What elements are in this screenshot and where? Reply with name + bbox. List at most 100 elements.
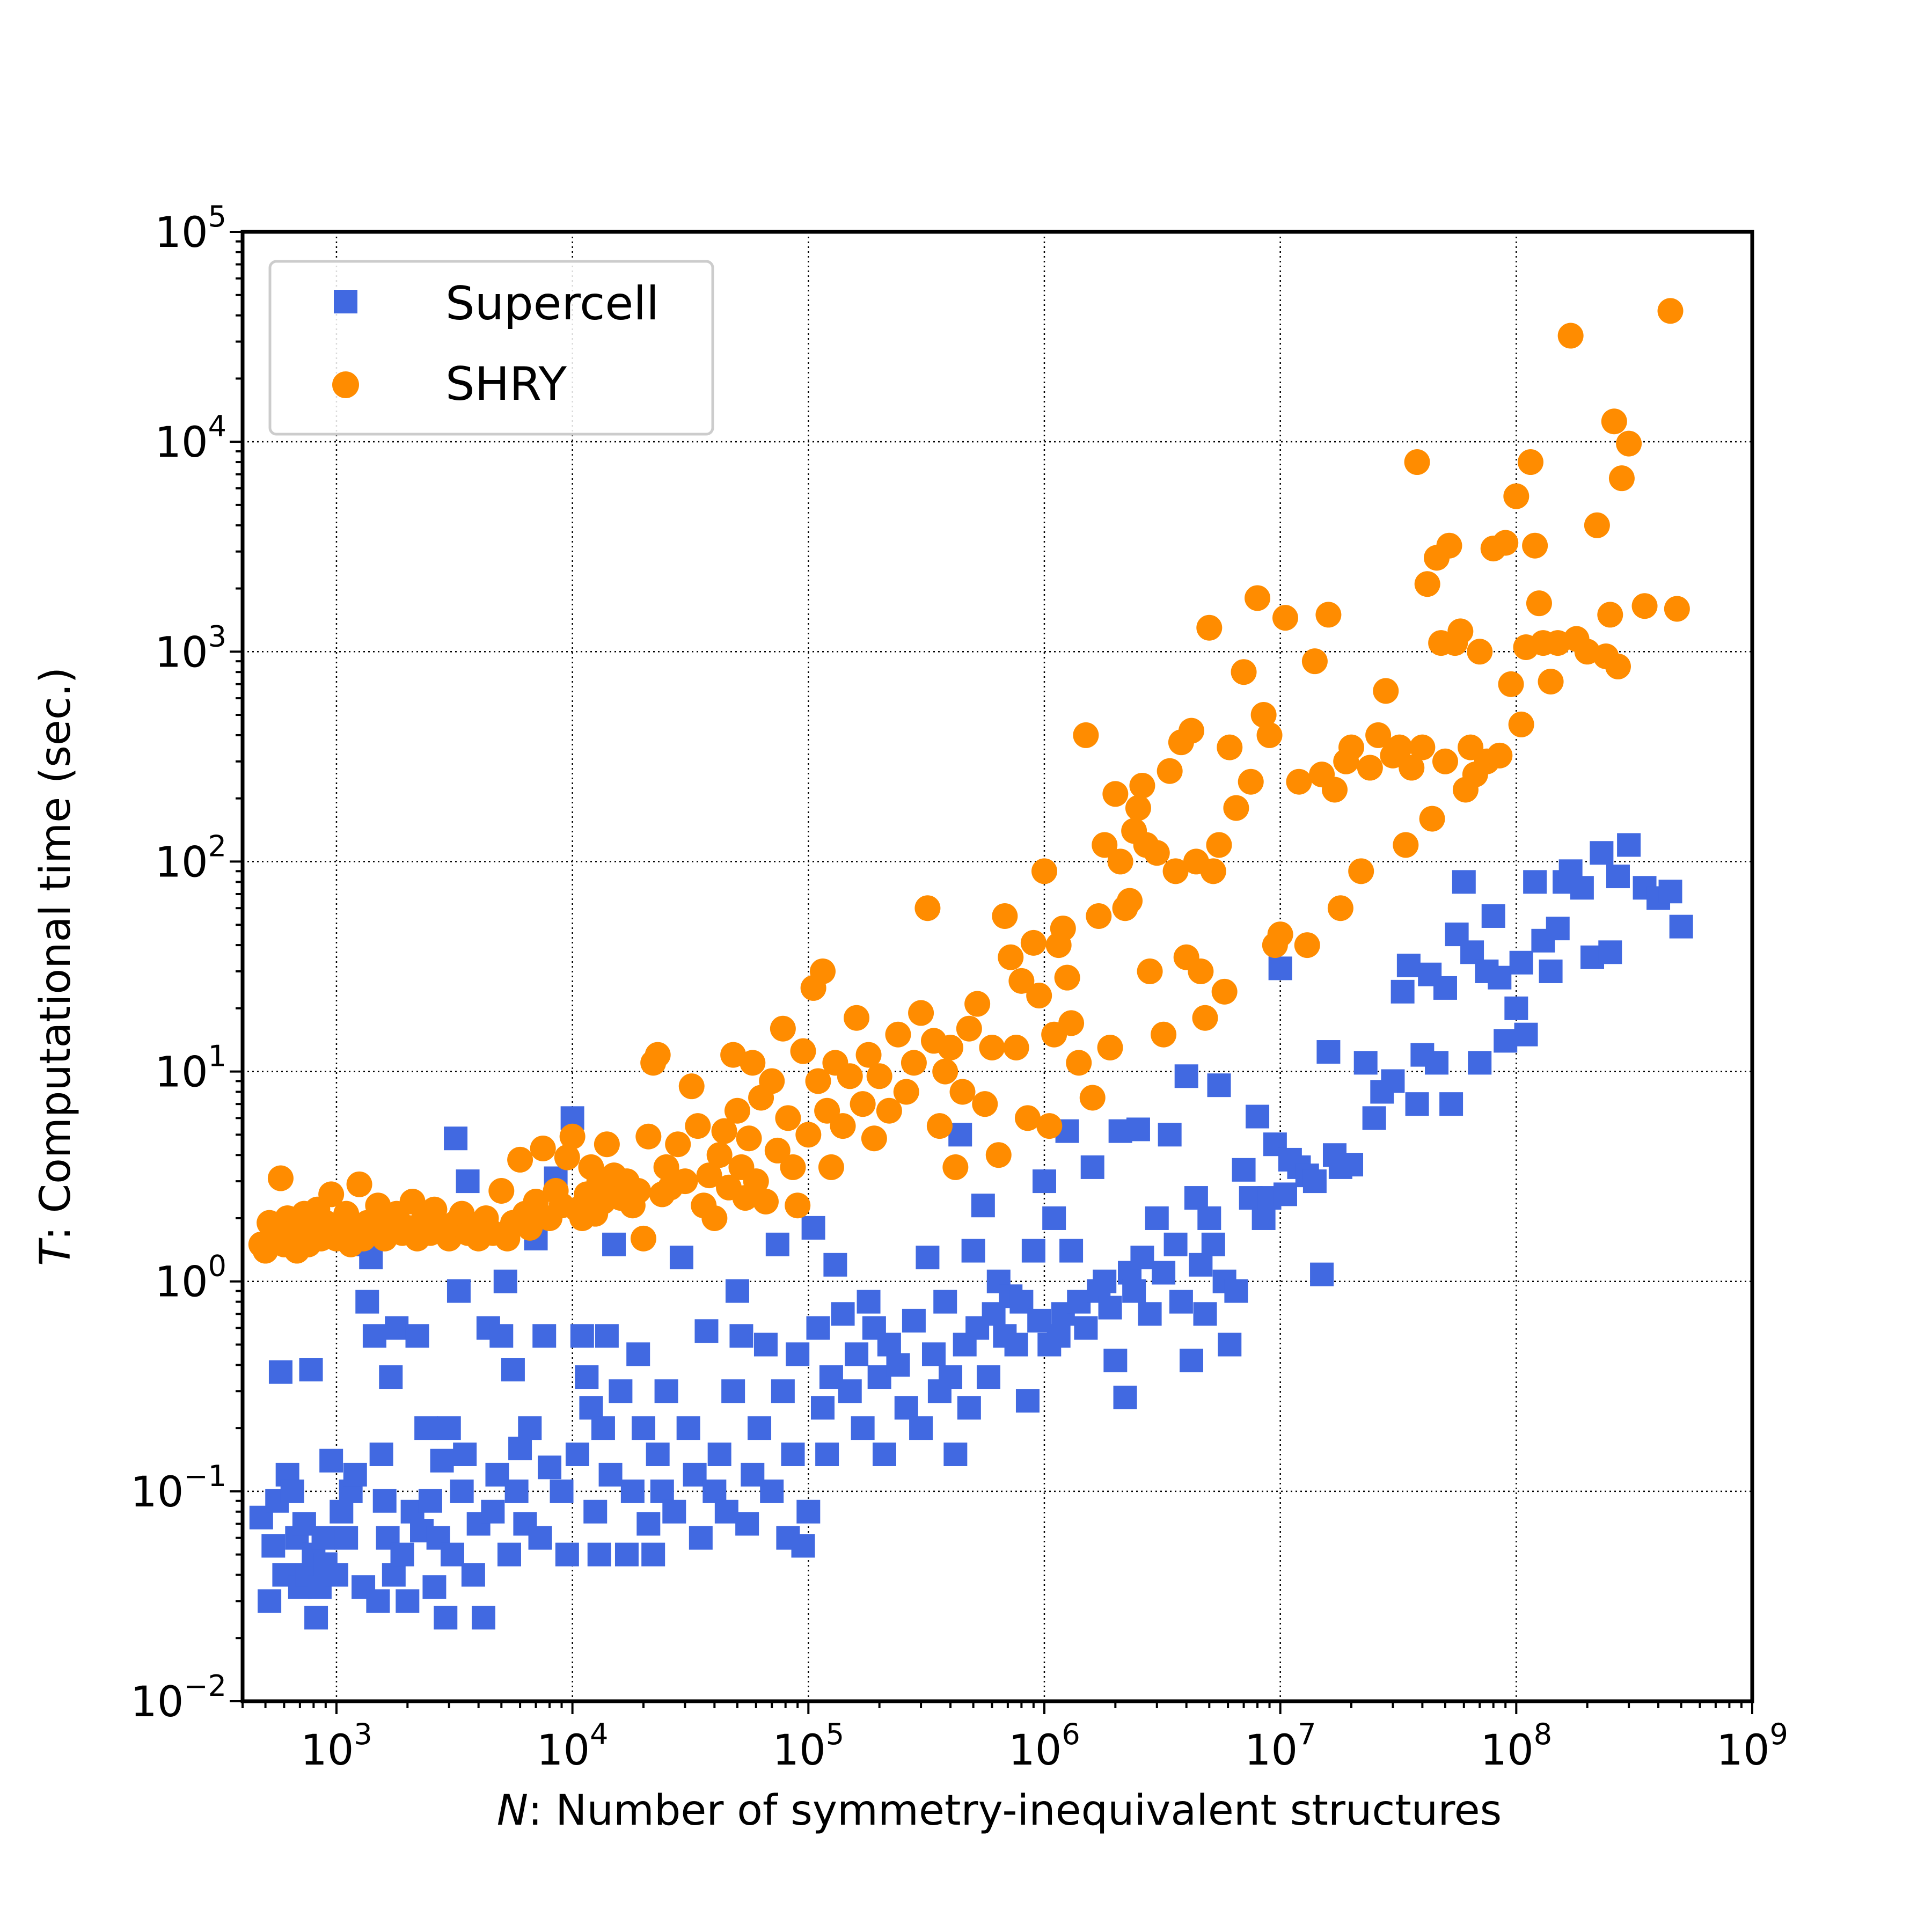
supercell-point [765, 1232, 789, 1256]
supercell-point [791, 1534, 815, 1558]
supercell-point [939, 1365, 963, 1389]
supercell-point [334, 1526, 358, 1550]
shry-point [1050, 916, 1076, 942]
supercell-point [1180, 1349, 1204, 1373]
supercell-point [1316, 1040, 1341, 1064]
shry-point [645, 1042, 671, 1068]
supercell-point [418, 1489, 442, 1513]
shry-point [790, 1038, 816, 1064]
supercell-point [1598, 940, 1622, 964]
shry-point [1256, 722, 1283, 748]
supercell-point [532, 1324, 557, 1348]
shry-point [866, 1063, 892, 1089]
legend: Supercell SHRY [268, 260, 714, 436]
shry-point [685, 1113, 711, 1139]
y-axis-variable: T [32, 1238, 80, 1266]
y-tick-label: 100 [155, 1249, 226, 1307]
supercell-point [450, 1479, 474, 1503]
x-tick-label: 109 [1716, 1717, 1788, 1775]
supercell-point [877, 1333, 901, 1357]
supercell-point [481, 1499, 505, 1524]
shry-point [1066, 1050, 1092, 1076]
shry-point [1238, 769, 1264, 795]
shry-point [1301, 648, 1328, 675]
supercell-point [1074, 1316, 1098, 1340]
series-supercell [249, 833, 1693, 1630]
supercell-point [583, 1499, 608, 1524]
shry-point [1162, 858, 1189, 884]
y-tick-label: 105 [155, 200, 226, 257]
supercell-point [1340, 1153, 1364, 1177]
shry-point [1054, 964, 1080, 991]
supercell-point [1302, 1169, 1327, 1194]
supercell-point [1539, 959, 1563, 983]
supercell-point [831, 1302, 855, 1326]
x-tick-label: 107 [1245, 1717, 1316, 1775]
shry-point [1200, 858, 1226, 884]
shry-point [1467, 639, 1493, 665]
supercell-point [1570, 876, 1594, 900]
supercell-point [579, 1396, 603, 1420]
shry-point [594, 1131, 620, 1158]
shry-point [1498, 671, 1524, 697]
supercell-point [1514, 1022, 1538, 1046]
shry-point [1399, 755, 1425, 781]
supercell-point [602, 1232, 626, 1256]
shry-point [720, 1042, 747, 1068]
supercell-point [1425, 1051, 1449, 1075]
supercell-point [385, 1316, 409, 1340]
supercell-point [1468, 1051, 1492, 1075]
shry-point [1223, 795, 1249, 821]
supercell-point [598, 1462, 623, 1487]
shry-point [1250, 702, 1277, 728]
supercell-point [1617, 833, 1641, 857]
supercell-point [1138, 1302, 1162, 1326]
supercell-point [729, 1324, 753, 1348]
supercell-point [694, 1319, 719, 1343]
shry-point [770, 1015, 796, 1042]
supercell-point [355, 1290, 379, 1314]
supercell-point [916, 1246, 940, 1270]
supercell-point [324, 1563, 348, 1587]
supercell-point [1207, 1073, 1231, 1097]
shry-point [1348, 858, 1374, 884]
shry-point [785, 1192, 811, 1219]
supercell-point [343, 1462, 367, 1487]
supercell-point [1184, 1186, 1208, 1210]
shry-point [876, 1097, 902, 1124]
supercell-point [1606, 865, 1630, 889]
supercell-point [725, 1279, 749, 1303]
supercell-point [390, 1542, 414, 1567]
shry-point [1097, 1035, 1123, 1061]
shry-point [938, 1035, 964, 1061]
shry-point [759, 1068, 785, 1094]
supercell-point [823, 1253, 847, 1277]
supercell-point [330, 1499, 354, 1524]
shry-point [1447, 618, 1474, 645]
supercell-point [654, 1379, 678, 1403]
shry-point [1386, 734, 1413, 760]
shry-point [830, 1113, 856, 1139]
supercell-point [528, 1526, 552, 1550]
shry-point [1211, 978, 1238, 1005]
shry-point [665, 1131, 691, 1158]
supercell-point [806, 1316, 830, 1340]
shry-point [701, 1205, 728, 1231]
shry-point [1031, 858, 1057, 884]
shry-point [979, 1035, 1005, 1061]
supercell-point [735, 1512, 759, 1536]
supercell-point [1059, 1239, 1084, 1263]
shry-point [1192, 1005, 1218, 1031]
supercell-point [1093, 1269, 1117, 1293]
x-axis-title: N: Number of symmetry-inequivalent struc… [497, 1787, 1502, 1835]
shry-point [837, 1063, 863, 1089]
shry-point [1631, 593, 1658, 619]
shry-point [333, 1201, 360, 1227]
supercell-point [921, 1342, 946, 1366]
supercell-point [845, 1342, 869, 1366]
supercell-point [662, 1499, 686, 1524]
supercell-point [851, 1416, 875, 1440]
supercell-point [1103, 1349, 1128, 1373]
supercell-point [1015, 1389, 1040, 1413]
supercell-point [461, 1563, 485, 1587]
